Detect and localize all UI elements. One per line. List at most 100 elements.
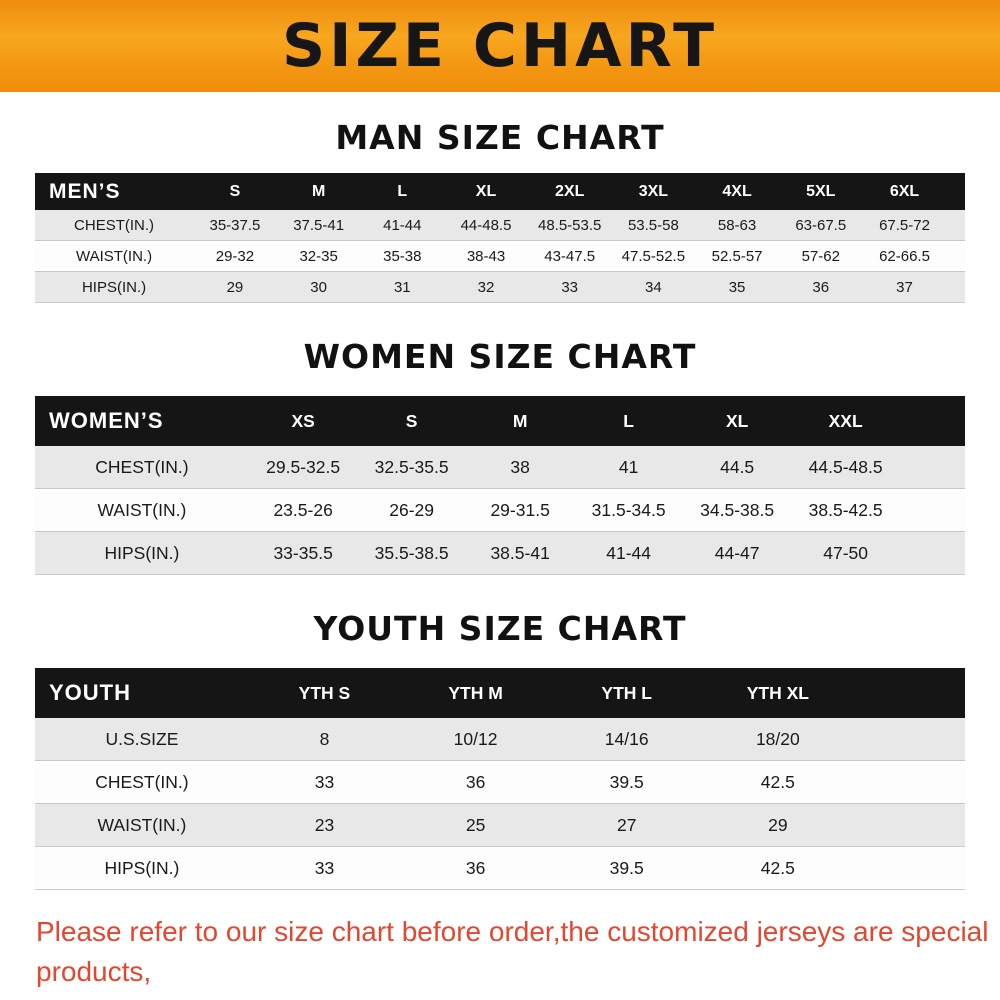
size-value-cell: 25 bbox=[465, 814, 486, 835]
filler-cell bbox=[853, 718, 965, 761]
size-value-cell: 42.5 bbox=[760, 857, 795, 878]
women-section-heading: WOMEN SIZE CHART bbox=[303, 337, 697, 376]
filler-header-cell bbox=[946, 173, 965, 210]
size-value-cell: 67.5-72 bbox=[879, 216, 930, 234]
size-value-cell: 44-48.5 bbox=[460, 216, 512, 234]
size-value-cell: 32-35 bbox=[299, 247, 338, 265]
size-value-cell: 41-44 bbox=[606, 542, 652, 563]
size-value-cell: 38-43 bbox=[466, 247, 506, 265]
size-value-cell: 36 bbox=[465, 857, 486, 878]
size-column-header: XS bbox=[248, 396, 358, 446]
size-value-cell: 44.5 bbox=[720, 456, 755, 477]
women-size-table: WOMEN’S XS S M L XL XXL CHEST(IN.) 29.5-32.5 32.5… bbox=[35, 396, 965, 575]
size-value-cell: 32.5-35.5 bbox=[374, 456, 449, 477]
size-value-cell: 38.5-41 bbox=[490, 542, 550, 563]
size-value-cell: 39.5 bbox=[609, 857, 644, 878]
row-label: HIPS(IN.) bbox=[104, 857, 180, 878]
size-column-header: XL bbox=[444, 173, 528, 210]
size-value-cell: 37 bbox=[896, 278, 913, 296]
table-row: CHEST(IN.) 29.5-32.5 32.5-35.5 38 41 44.5 44.5… bbox=[35, 446, 965, 489]
men-section-heading: MAN SIZE CHART bbox=[335, 118, 665, 157]
disclaimer-line-1: Please refer to our size chart before or… bbox=[36, 916, 989, 987]
table-row: CHEST(IN.) 33 36 39.5 42.5 bbox=[35, 760, 965, 804]
size-value-cell: 48.5-53.5 bbox=[537, 216, 602, 234]
filler-cell bbox=[853, 761, 965, 804]
youth-size-table: YOUTH YTH S YTH M YTH L YTH XL U.S.SIZE 8 10/12… bbox=[35, 668, 965, 890]
size-value-cell: 39.5 bbox=[609, 771, 644, 792]
size-column-header: 2XL bbox=[527, 173, 612, 210]
disclaimer: Please refer to our size chart before or… bbox=[36, 912, 1000, 1000]
row-label: U.S.SIZE bbox=[105, 728, 179, 749]
banner: SIZE CHART bbox=[0, 0, 1000, 92]
size-value-cell: 10/12 bbox=[453, 728, 498, 749]
table-row: CHEST(IN.) 35-37.5 37.5-41 41-44 44-48.5 48.5… bbox=[35, 210, 965, 241]
size-value-cell: 33 bbox=[314, 857, 335, 878]
size-column-header: YTH L bbox=[551, 668, 703, 718]
size-value-cell: 38 bbox=[510, 456, 530, 477]
size-value-cell: 62-66.5 bbox=[879, 247, 930, 265]
filler-cell bbox=[900, 489, 965, 532]
row-label: WAIST(IN.) bbox=[75, 247, 153, 265]
row-label: WAIST(IN.) bbox=[97, 499, 187, 520]
size-value-cell: 47-50 bbox=[823, 542, 869, 563]
size-value-cell: 23 bbox=[314, 814, 335, 835]
size-value-cell: 30 bbox=[310, 278, 327, 296]
size-value-cell: 34 bbox=[645, 278, 662, 296]
table-header-row: WOMEN’S XS S M L XL XXL bbox=[35, 396, 965, 446]
filler-cell bbox=[946, 210, 965, 241]
size-column-header: YTH S bbox=[248, 668, 401, 718]
row-label: CHEST(IN.) bbox=[95, 456, 189, 477]
filler-cell bbox=[946, 272, 965, 303]
size-value-cell: 35 bbox=[728, 278, 746, 296]
men-size-table: MEN’S S M L XL 2XL 3XL 4XL 5XL 6XL CHEST(IN.) 35-37… bbox=[35, 173, 965, 303]
size-value-cell: 26-29 bbox=[389, 499, 435, 520]
size-column-header: L bbox=[360, 173, 445, 210]
size-value-cell: 8 bbox=[319, 728, 330, 749]
size-value-cell: 35-38 bbox=[383, 247, 422, 265]
size-value-cell: 32 bbox=[477, 278, 495, 296]
youth-section-heading: YOUTH SIZE CHART bbox=[313, 609, 687, 648]
table-title-cell: WOMEN’S bbox=[35, 396, 249, 446]
size-value-cell: 29.5-32.5 bbox=[266, 456, 341, 477]
size-value-cell: 53.5-58 bbox=[627, 216, 679, 234]
size-value-cell: 44-47 bbox=[714, 542, 760, 563]
size-value-cell: 58-63 bbox=[717, 216, 757, 234]
table-title-cell: MEN’S bbox=[35, 173, 194, 210]
size-value-cell: 35-37.5 bbox=[209, 216, 261, 234]
size-value-cell: 27 bbox=[616, 814, 637, 835]
size-value-cell: 29-31.5 bbox=[490, 499, 550, 520]
filler-header-cell bbox=[899, 396, 965, 446]
size-value-cell: 33-35.5 bbox=[273, 542, 333, 563]
filler-cell bbox=[900, 446, 965, 489]
size-column-header: S bbox=[193, 173, 277, 210]
size-value-cell: 44.5-48.5 bbox=[808, 456, 883, 477]
size-column-header: 4XL bbox=[695, 173, 779, 210]
size-value-cell: 52.5-57 bbox=[711, 247, 763, 265]
size-column-header: YTH XL bbox=[702, 668, 854, 718]
row-label: HIPS(IN.) bbox=[104, 542, 180, 563]
section-men: MAN SIZE CHART MEN’S S M L XL 2XL 3XL 4XL 5XL 6XL… bbox=[0, 118, 1000, 303]
disclaimer-line-2: we don’t accept cancel, change, teturn o… bbox=[36, 992, 1000, 1000]
table-row: U.S.SIZE 8 10/12 14/16 18/20 bbox=[35, 718, 965, 761]
section-women: WOMEN SIZE CHART WOMEN’S XS S M L XL XXL CHEST(… bbox=[0, 337, 1000, 575]
size-value-cell: 18/20 bbox=[755, 728, 800, 749]
filler-cell bbox=[853, 804, 965, 847]
size-value-cell: 63-67.5 bbox=[795, 216, 847, 234]
table-row: HIPS(IN.) 33 36 39.5 42.5 bbox=[35, 846, 965, 890]
filler-cell bbox=[946, 241, 965, 272]
table-header-row: YOUTH YTH S YTH M YTH L YTH XL bbox=[35, 668, 965, 718]
table-header-row: MEN’S S M L XL 2XL 3XL 4XL 5XL 6XL bbox=[35, 173, 965, 210]
table-row: WAIST(IN.) 23.5-26 26-29 29-31.5 31.5-34.5 34… bbox=[35, 488, 965, 532]
size-column-header: M bbox=[276, 173, 361, 210]
row-label: HIPS(IN.) bbox=[81, 278, 147, 296]
size-column-header: L bbox=[574, 396, 683, 446]
size-value-cell: 34.5-38.5 bbox=[700, 499, 775, 520]
size-value-cell: 29 bbox=[768, 814, 788, 835]
table-row: WAIST(IN.) 29-32 32-35 35-38 38-43 43-47.5 47.… bbox=[35, 240, 965, 272]
banner-title: SIZE CHART bbox=[281, 11, 719, 81]
size-value-cell: 47.5-52.5 bbox=[621, 247, 686, 265]
section-youth: YOUTH SIZE CHART YOUTH YTH S YTH M YTH L YTH… bbox=[0, 609, 1000, 890]
table-row: HIPS(IN.) 33-35.5 35.5-38.5 38.5-41 41-44 44-… bbox=[35, 531, 965, 575]
size-value-cell: 33 bbox=[314, 771, 335, 792]
